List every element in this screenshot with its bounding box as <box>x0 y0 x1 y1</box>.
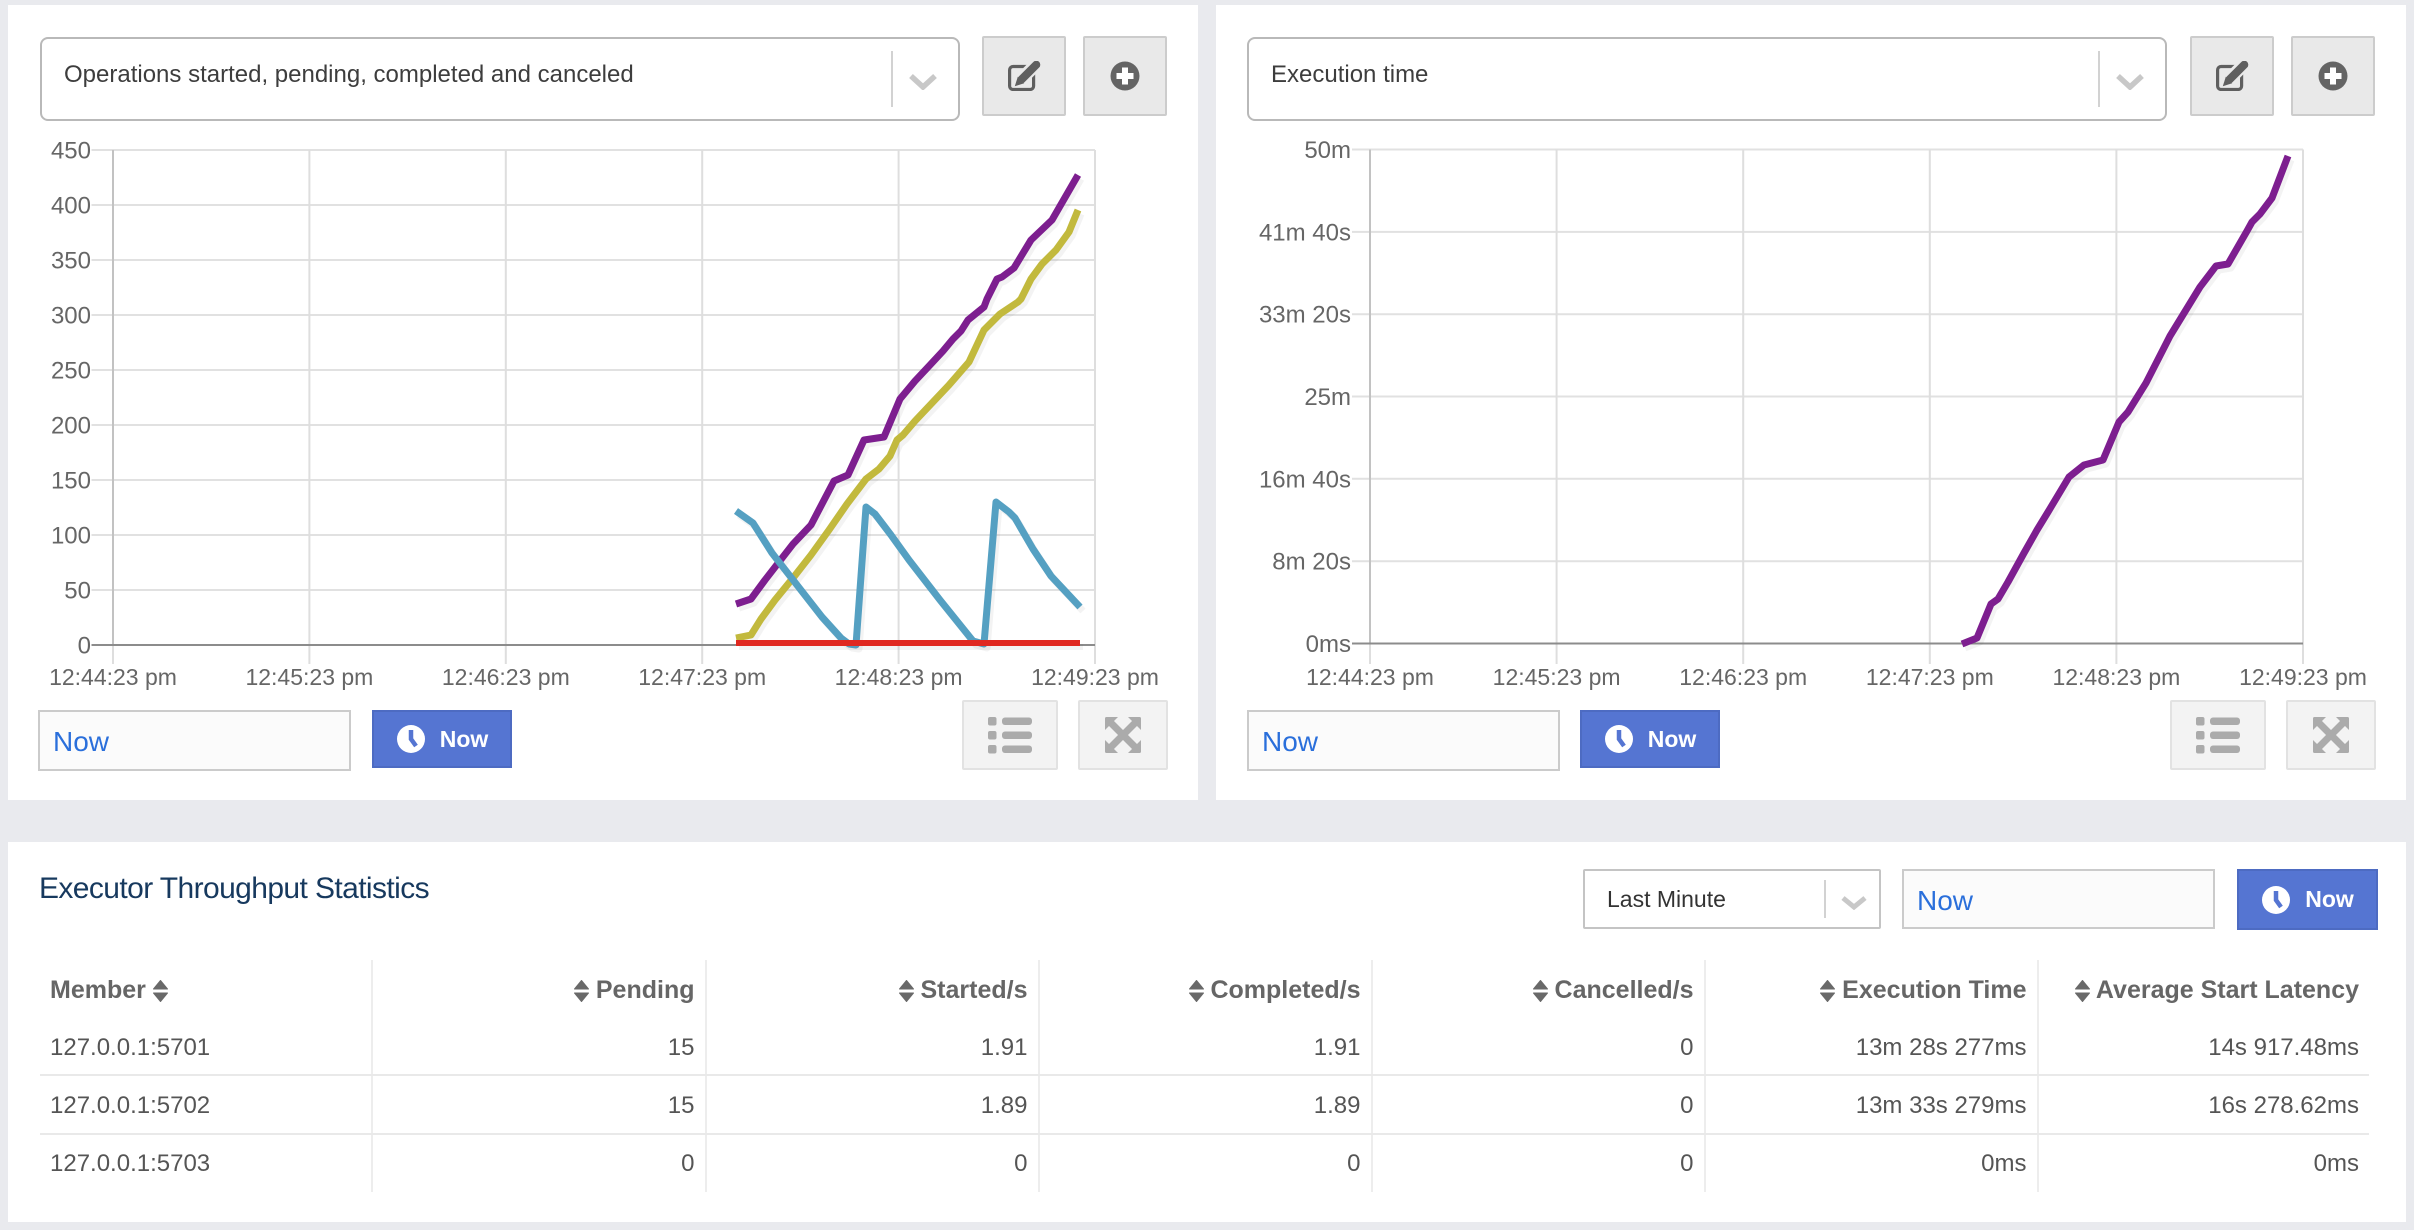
svg-text:12:44:23 pm: 12:44:23 pm <box>1306 664 1434 690</box>
svg-text:50m: 50m <box>1304 137 1351 164</box>
svg-text:0: 0 <box>78 633 91 660</box>
svg-text:0ms: 0ms <box>1306 631 1351 658</box>
svg-text:33m 20s: 33m 20s <box>1259 302 1351 329</box>
svg-text:12:45:23 pm: 12:45:23 pm <box>1493 664 1621 690</box>
svg-text:12:48:23 pm: 12:48:23 pm <box>835 664 963 690</box>
svg-text:12:48:23 pm: 12:48:23 pm <box>2052 664 2180 690</box>
svg-text:400: 400 <box>51 193 91 220</box>
svg-text:25m: 25m <box>1304 384 1351 411</box>
svg-text:350: 350 <box>51 248 91 275</box>
svg-text:300: 300 <box>51 303 91 330</box>
svg-text:250: 250 <box>51 358 91 385</box>
svg-text:450: 450 <box>51 138 91 165</box>
svg-text:12:49:23 pm: 12:49:23 pm <box>2239 664 2367 690</box>
svg-text:12:47:23 pm: 12:47:23 pm <box>1866 664 1994 690</box>
svg-text:12:49:23 pm: 12:49:23 pm <box>1031 664 1159 690</box>
svg-text:12:47:23 pm: 12:47:23 pm <box>638 664 766 690</box>
svg-text:12:44:23 pm: 12:44:23 pm <box>49 664 177 690</box>
svg-text:12:46:23 pm: 12:46:23 pm <box>1679 664 1807 690</box>
svg-text:12:45:23 pm: 12:45:23 pm <box>245 664 373 690</box>
svg-text:50: 50 <box>64 578 91 605</box>
svg-text:200: 200 <box>51 413 91 440</box>
svg-text:41m 40s: 41m 40s <box>1259 219 1351 246</box>
svg-text:8m 20s: 8m 20s <box>1272 549 1351 576</box>
svg-text:150: 150 <box>51 468 91 495</box>
svg-text:12:46:23 pm: 12:46:23 pm <box>442 664 570 690</box>
svg-text:100: 100 <box>51 523 91 550</box>
svg-text:16m 40s: 16m 40s <box>1259 466 1351 493</box>
